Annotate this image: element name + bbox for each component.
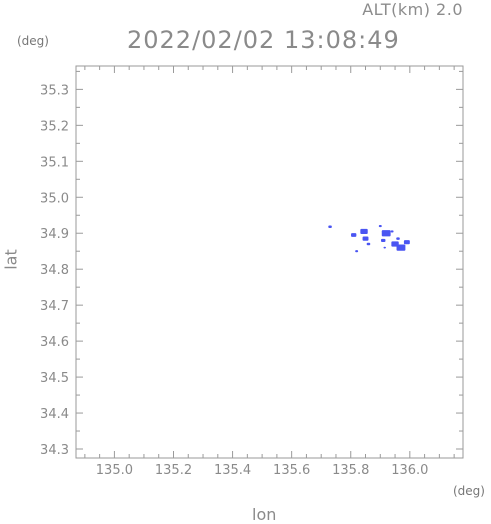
y-tick-label: 34.6 xyxy=(40,335,69,350)
echo-cell xyxy=(403,240,410,245)
echo-cell xyxy=(396,244,406,251)
x-unit-label: (deg) xyxy=(453,484,485,498)
x-axis-label: lon xyxy=(252,505,277,524)
echo-cell xyxy=(381,238,386,242)
y-axis-ticks: 34.3 34.4 34.5 34.6 34.7 34.8 34.9 35.0 35.1 35.2… xyxy=(40,70,463,458)
x-tick-label: 135.4 xyxy=(214,463,251,478)
y-tick-label: 35.2 xyxy=(40,119,69,134)
x-tick-label: 135.8 xyxy=(332,463,369,478)
plot-frame xyxy=(75,65,464,459)
y-tick-label: 35.3 xyxy=(40,83,69,98)
y-tick-label: 34.3 xyxy=(40,443,69,458)
x-tick-label: 136.0 xyxy=(391,463,428,478)
x-tick-label: 135.0 xyxy=(96,463,133,478)
y-tick-label: 34.9 xyxy=(40,227,69,242)
echo-cell xyxy=(396,237,400,240)
echo-cell xyxy=(362,236,369,241)
y-tick-label: 34.4 xyxy=(40,407,69,422)
x-tick-label: 135.2 xyxy=(155,463,192,478)
echo-cell xyxy=(360,228,368,235)
y-tick-label: 35.1 xyxy=(40,155,69,170)
echo-cell xyxy=(328,225,332,228)
echo-cell xyxy=(378,225,382,228)
x-tick-label: 135.6 xyxy=(273,463,310,478)
echo-cell xyxy=(355,250,359,253)
y-tick-label: 35.0 xyxy=(40,191,69,206)
x-axis-ticks: 135.0 135.2 135.4 135.6 135.8 136.0 xyxy=(84,66,455,478)
y-tick-label: 34.7 xyxy=(40,299,69,314)
y-tick-label: 34.8 xyxy=(40,263,69,278)
y-tick-label: 34.5 xyxy=(40,371,69,386)
echo-cell xyxy=(383,246,386,249)
y-unit-label: (deg) xyxy=(17,34,49,48)
echo-cell xyxy=(390,230,394,233)
echo-cell xyxy=(381,230,391,237)
echo-cell xyxy=(366,242,371,246)
timestamp-title: 2022/02/02 13:08:49 xyxy=(127,26,400,54)
echo-cell xyxy=(351,233,357,237)
altitude-label: ALT(km) 2.0 xyxy=(362,0,463,19)
precipitation-echoes xyxy=(328,225,410,253)
